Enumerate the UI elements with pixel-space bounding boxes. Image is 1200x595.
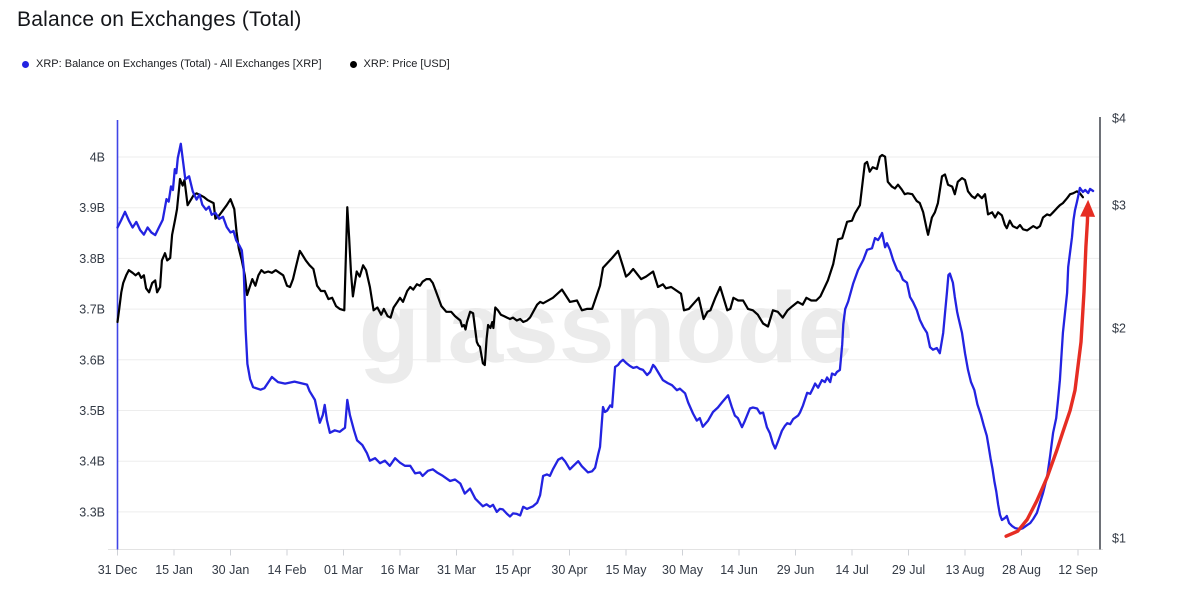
x-tick-label: 15 May bbox=[606, 563, 648, 577]
x-tick-label: 12 Sep bbox=[1058, 563, 1098, 577]
annotation-arrow-line bbox=[1004, 207, 1090, 538]
legend-dot-blue-icon bbox=[22, 60, 29, 68]
legend-dot-black-icon bbox=[349, 60, 357, 68]
x-tick-label: 31 Mar bbox=[437, 563, 476, 577]
x-tick-label: 30 Jan bbox=[212, 563, 250, 577]
y-left-tick-label: 3.3B bbox=[79, 505, 105, 519]
x-tick-label: 13 Aug bbox=[946, 563, 985, 577]
y-left-tick-label: 3.5B bbox=[79, 404, 105, 418]
x-tick-label: 16 Mar bbox=[381, 563, 420, 577]
y-right-tick-label: $1 bbox=[1112, 532, 1126, 546]
x-tick-label: 30 May bbox=[662, 563, 704, 577]
x-tick-label: 14 Feb bbox=[268, 563, 307, 577]
y-left-tick-label: 3.7B bbox=[79, 303, 105, 317]
y-left-tick-label: 3.4B bbox=[79, 455, 105, 469]
page-title: Balance on Exchanges (Total) bbox=[17, 8, 302, 31]
legend-item-price[interactable]: XRP: Price [USD] bbox=[349, 58, 450, 70]
x-tick-label: 15 Jan bbox=[155, 563, 193, 577]
y-left-tick-label: 3.9B bbox=[79, 201, 105, 215]
x-tick-label: 14 Jun bbox=[720, 563, 758, 577]
y-left-tick-label: 3.8B bbox=[79, 252, 105, 266]
x-tick-label: 31 Dec bbox=[98, 563, 138, 577]
legend-label-balance: XRP: Balance on Exchanges (Total) - All … bbox=[36, 58, 322, 70]
x-tick-label: 30 Apr bbox=[551, 563, 587, 577]
y-right-tick-label: $2 bbox=[1112, 322, 1126, 336]
legend-item-balance[interactable]: XRP: Balance on Exchanges (Total) - All … bbox=[22, 58, 322, 70]
series-line-balance[interactable] bbox=[116, 142, 1095, 531]
annotation-arrowhead-icon bbox=[1080, 199, 1096, 217]
y-left-tick-label: 4B bbox=[90, 151, 105, 165]
x-tick-label: 14 Jul bbox=[835, 563, 868, 577]
x-tick-label: 28 Aug bbox=[1002, 563, 1041, 577]
legend-label-price: XRP: Price [USD] bbox=[363, 58, 450, 70]
y-right-tick-label: $3 bbox=[1112, 199, 1126, 213]
x-tick-label: 15 Apr bbox=[495, 563, 531, 577]
x-tick-label: 29 Jun bbox=[777, 563, 815, 577]
x-tick-label: 29 Jul bbox=[892, 563, 925, 577]
watermark: glassnode bbox=[359, 272, 854, 384]
y-left-tick-label: 3.6B bbox=[79, 353, 105, 367]
series-line-price[interactable] bbox=[116, 153, 1084, 367]
y-right-tick-label: $4 bbox=[1112, 112, 1126, 126]
chart-legend: XRP: Balance on Exchanges (Total) - All … bbox=[22, 58, 450, 70]
x-tick-label: 01 Mar bbox=[324, 563, 363, 577]
